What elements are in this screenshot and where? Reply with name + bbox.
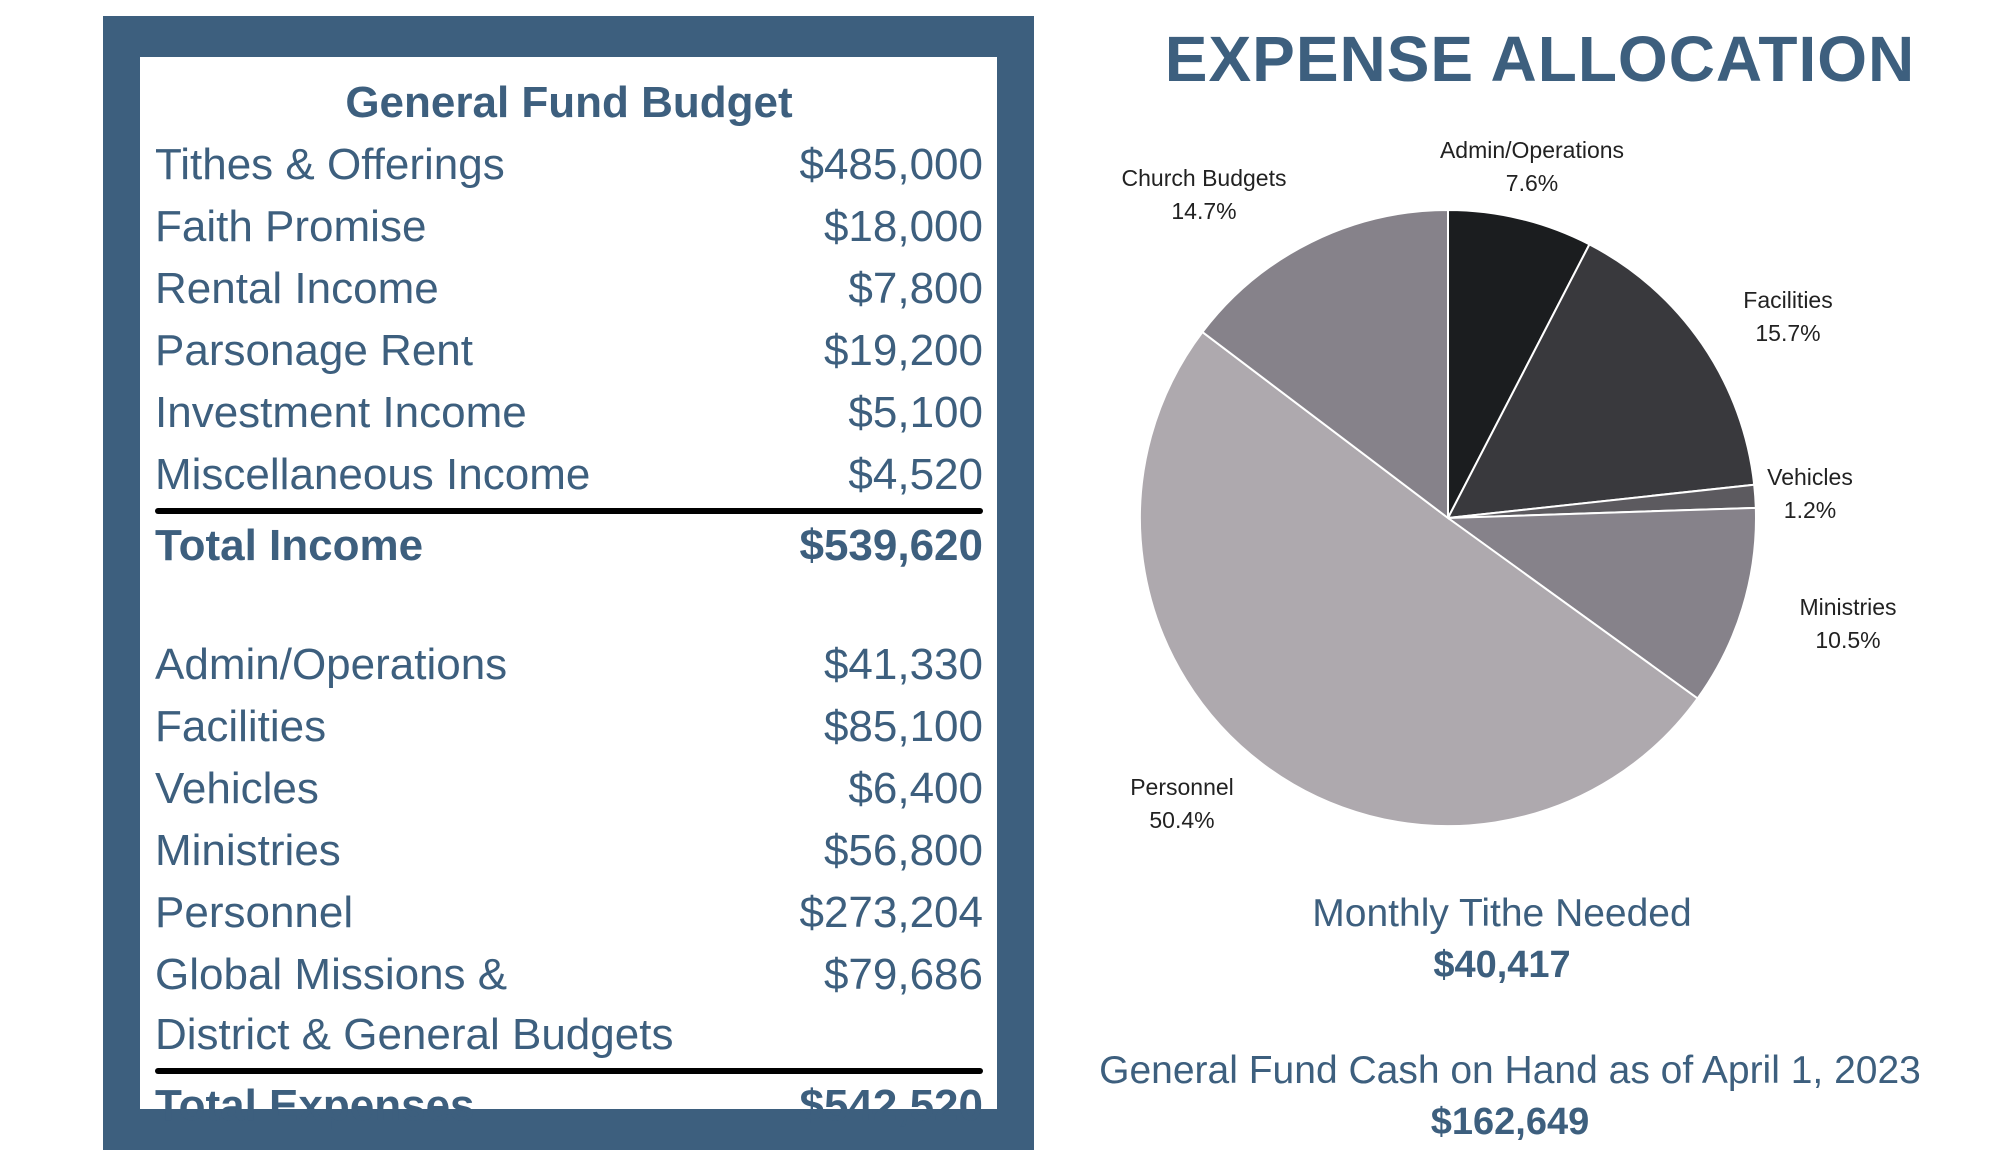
pie-slice-facilities [1446, 243, 1756, 520]
monthly-tithe-value: $40,417 [1433, 944, 1571, 986]
row-amount: $6,400 [848, 764, 983, 813]
pie-slice-church-budgets [1201, 208, 1449, 521]
income-row: Rental Income $7,800 [155, 258, 983, 320]
slice-label: Church Budgets [1122, 165, 1287, 191]
row-amount: $5,100 [848, 388, 983, 437]
total-income-amount: $539,620 [799, 521, 983, 570]
expense-row: Admin/Operations $41,330 [155, 634, 983, 696]
total-income-row: Total Income $539,620 [155, 514, 983, 574]
total-expenses-amount: $542,520 [799, 1081, 983, 1130]
slice-label: Ministries [1799, 594, 1896, 620]
slice-percent-label: 15.7% [1755, 320, 1820, 346]
row-label: Miscellaneous Income [155, 450, 591, 499]
budget-table: General Fund Budget Tithes & Offerings $… [140, 57, 997, 1130]
total-expenses-label: Total Expenses [155, 1081, 475, 1130]
row-label: Global Missions & [155, 950, 508, 999]
expense-row: Facilities $85,100 [155, 696, 983, 758]
cash-on-hand-label: General Fund Cash on Hand as of April 1,… [1099, 1049, 1921, 1092]
income-row: Tithes & Offerings $485,000 [155, 134, 983, 196]
slice-percent-label: 50.4% [1149, 807, 1214, 833]
row-label: District & General Budgets [155, 1010, 674, 1059]
monthly-tithe-label: Monthly Tithe Needed [1312, 892, 1692, 935]
row-amount: $18,000 [823, 202, 983, 251]
pie-slice-admin-operations [1447, 208, 1591, 519]
row-amount: $7,800 [848, 264, 983, 313]
row-amount: $19,200 [823, 326, 983, 375]
expense-row: Vehicles $6,400 [155, 758, 983, 820]
row-label: Investment Income [155, 388, 527, 437]
slice-label: Vehicles [1767, 464, 1853, 490]
pie-labels: Admin/Operations 7.6% Facilities 15.7% Vehic… [1122, 137, 1897, 833]
expense-row: Global Missions & $79,686 [155, 944, 983, 1006]
slice-percent-label: 7.6% [1506, 170, 1558, 196]
expense-row: Ministries $56,800 [155, 820, 983, 882]
expense-row-continued: District & General Budgets [155, 1006, 983, 1066]
row-amount: $485,000 [799, 140, 983, 189]
total-income-label: Total Income [155, 521, 424, 570]
row-label: Admin/Operations [155, 640, 508, 689]
income-row: Miscellaneous Income $4,520 [155, 444, 983, 506]
slice-percent-label: 14.7% [1171, 198, 1236, 224]
row-label: Personnel [155, 888, 354, 937]
pie-slices [1138, 208, 1757, 828]
income-row: Investment Income $5,100 [155, 382, 983, 444]
cash-on-hand-value: $162,649 [1430, 1101, 1590, 1143]
slice-percent-label: 1.2% [1784, 497, 1836, 523]
row-amount: $56,800 [823, 826, 983, 875]
slice-label: Facilities [1743, 287, 1832, 313]
slice-percent-label: 10.5% [1815, 627, 1880, 653]
row-label: Faith Promise [155, 202, 427, 251]
row-amount: $85,100 [823, 702, 983, 751]
row-amount: $4,520 [848, 450, 983, 499]
row-label: Ministries [155, 826, 341, 875]
income-row: Parsonage Rent $19,200 [155, 320, 983, 382]
row-amount: $273,204 [799, 888, 983, 937]
budget-panel: General Fund Budget Tithes & Offerings $… [103, 16, 1034, 1150]
row-label: Tithes & Offerings [155, 140, 505, 189]
pie-slice-ministries [1445, 506, 1757, 700]
budget-title: General Fund Budget [345, 78, 793, 127]
slice-label: Personnel [1130, 774, 1234, 800]
expense-row: Personnel $273,204 [155, 882, 983, 944]
chart-title: EXPENSE ALLOCATION [1164, 23, 1916, 95]
row-label: Vehicles [155, 764, 319, 813]
expense-divider [155, 1068, 983, 1074]
row-amount: $41,330 [823, 640, 983, 689]
income-row: Faith Promise $18,000 [155, 196, 983, 258]
total-expenses-row: Total Expenses $542,520 [155, 1074, 983, 1134]
income-divider [155, 508, 983, 514]
slice-label: Admin/Operations [1440, 137, 1624, 163]
row-label: Rental Income [155, 264, 439, 313]
row-label: Parsonage Rent [155, 326, 473, 375]
pie-slice-personnel [1138, 330, 1699, 828]
row-label: Facilities [155, 702, 327, 751]
row-amount: $79,686 [823, 950, 983, 999]
